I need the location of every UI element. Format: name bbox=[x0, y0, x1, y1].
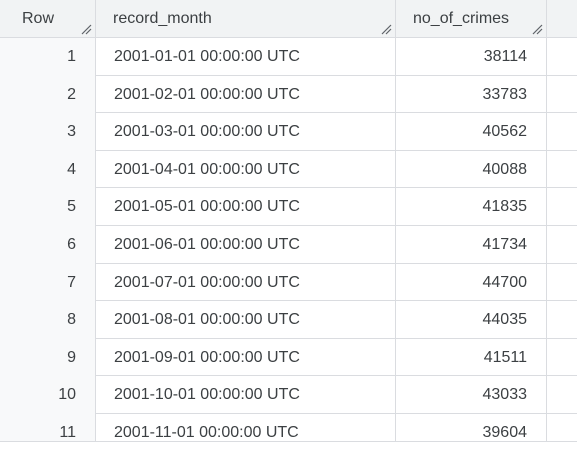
table-row[interactable]: 10 2001-10-01 00:00:00 UTC 43033 bbox=[0, 376, 577, 414]
record-month-cell[interactable]: 2001-06-01 00:00:00 UTC bbox=[114, 236, 300, 253]
table-row[interactable]: 2 2001-02-01 00:00:00 UTC 33783 bbox=[0, 75, 577, 114]
column-header-no-of-crimes[interactable]: no_of_crimes bbox=[395, 0, 546, 38]
no-of-crimes-cell[interactable]: 44035 bbox=[482, 311, 528, 329]
row-number-cell: 10 bbox=[0, 376, 95, 414]
no-of-crimes-cell[interactable]: 40088 bbox=[482, 160, 528, 178]
record-month-cell[interactable]: 2001-09-01 00:00:00 UTC bbox=[114, 348, 300, 366]
table-row[interactable]: 3 2001-03-01 00:00:00 UTC 40562 bbox=[0, 113, 577, 151]
column-header-label: record_month bbox=[113, 10, 212, 27]
no-of-crimes-cell[interactable]: 38114 bbox=[483, 48, 527, 65]
row-number-cell: 7 bbox=[0, 263, 95, 302]
table-footer-strip bbox=[0, 441, 577, 460]
no-of-crimes-cell[interactable]: 41734 bbox=[482, 236, 528, 253]
column-header-row[interactable]: Row bbox=[0, 0, 95, 38]
row-number-cell: 4 bbox=[0, 150, 95, 189]
row-number-cell: 1 bbox=[0, 38, 95, 76]
no-of-crimes-cell[interactable]: 40562 bbox=[482, 123, 528, 141]
row-number-cell: 6 bbox=[0, 226, 95, 264]
column-resize-handle-icon[interactable] bbox=[532, 24, 543, 35]
column-header-label: no_of_crimes bbox=[413, 10, 510, 27]
table-row[interactable]: 8 2001-08-01 00:00:00 UTC 44035 bbox=[0, 301, 577, 339]
table-row[interactable]: 1 2001-01-01 00:00:00 UTC 38114 bbox=[0, 38, 577, 76]
table-row[interactable]: 5 2001-05-01 00:00:00 UTC 41835 bbox=[0, 188, 577, 226]
table-row[interactable]: 4 2001-04-01 00:00:00 UTC 40088 bbox=[0, 150, 577, 189]
record-month-cell[interactable]: 2001-01-01 00:00:00 UTC bbox=[114, 48, 300, 65]
column-resize-handle-icon[interactable] bbox=[81, 24, 92, 35]
column-header-record-month[interactable]: record_month bbox=[95, 0, 395, 38]
row-number-cell: 5 bbox=[0, 188, 95, 226]
column-divider bbox=[546, 0, 547, 441]
column-header-label: Row bbox=[22, 10, 55, 27]
table-row[interactable]: 7 2001-07-01 00:00:00 UTC 44700 bbox=[0, 263, 577, 302]
no-of-crimes-cell[interactable]: 44700 bbox=[482, 273, 528, 291]
record-month-cell[interactable]: 2001-02-01 00:00:00 UTC bbox=[114, 85, 300, 103]
record-month-cell[interactable]: 2001-07-01 00:00:00 UTC bbox=[114, 273, 300, 291]
column-divider bbox=[395, 0, 396, 441]
table-row[interactable]: 9 2001-09-01 00:00:00 UTC 41511 bbox=[0, 338, 577, 377]
column-header-filler bbox=[546, 0, 577, 38]
record-month-cell[interactable]: 2001-04-01 00:00:00 UTC bbox=[114, 160, 300, 178]
no-of-crimes-cell[interactable]: 41511 bbox=[483, 348, 527, 366]
no-of-crimes-cell[interactable]: 39604 bbox=[482, 424, 528, 441]
column-resize-handle-icon[interactable] bbox=[381, 24, 392, 35]
record-month-cell[interactable]: 2001-03-01 00:00:00 UTC bbox=[114, 123, 300, 141]
row-number-cell: 9 bbox=[0, 338, 95, 377]
row-number-cell: 2 bbox=[0, 75, 95, 114]
row-number-cell: 8 bbox=[0, 301, 95, 339]
record-month-cell[interactable]: 2001-11-01 00:00:00 UTC bbox=[114, 424, 299, 441]
row-number-cell: 3 bbox=[0, 113, 95, 151]
table-row[interactable]: 6 2001-06-01 00:00:00 UTC 41734 bbox=[0, 226, 577, 264]
record-month-cell[interactable]: 2001-10-01 00:00:00 UTC bbox=[114, 386, 300, 404]
column-divider bbox=[95, 0, 96, 441]
record-month-cell[interactable]: 2001-08-01 00:00:00 UTC bbox=[114, 311, 300, 329]
no-of-crimes-cell[interactable]: 43033 bbox=[482, 386, 528, 404]
table-header: Row record_month no_of_crimes bbox=[0, 0, 577, 38]
no-of-crimes-cell[interactable]: 33783 bbox=[482, 85, 528, 103]
record-month-cell[interactable]: 2001-05-01 00:00:00 UTC bbox=[114, 198, 300, 216]
no-of-crimes-cell[interactable]: 41835 bbox=[482, 198, 528, 216]
